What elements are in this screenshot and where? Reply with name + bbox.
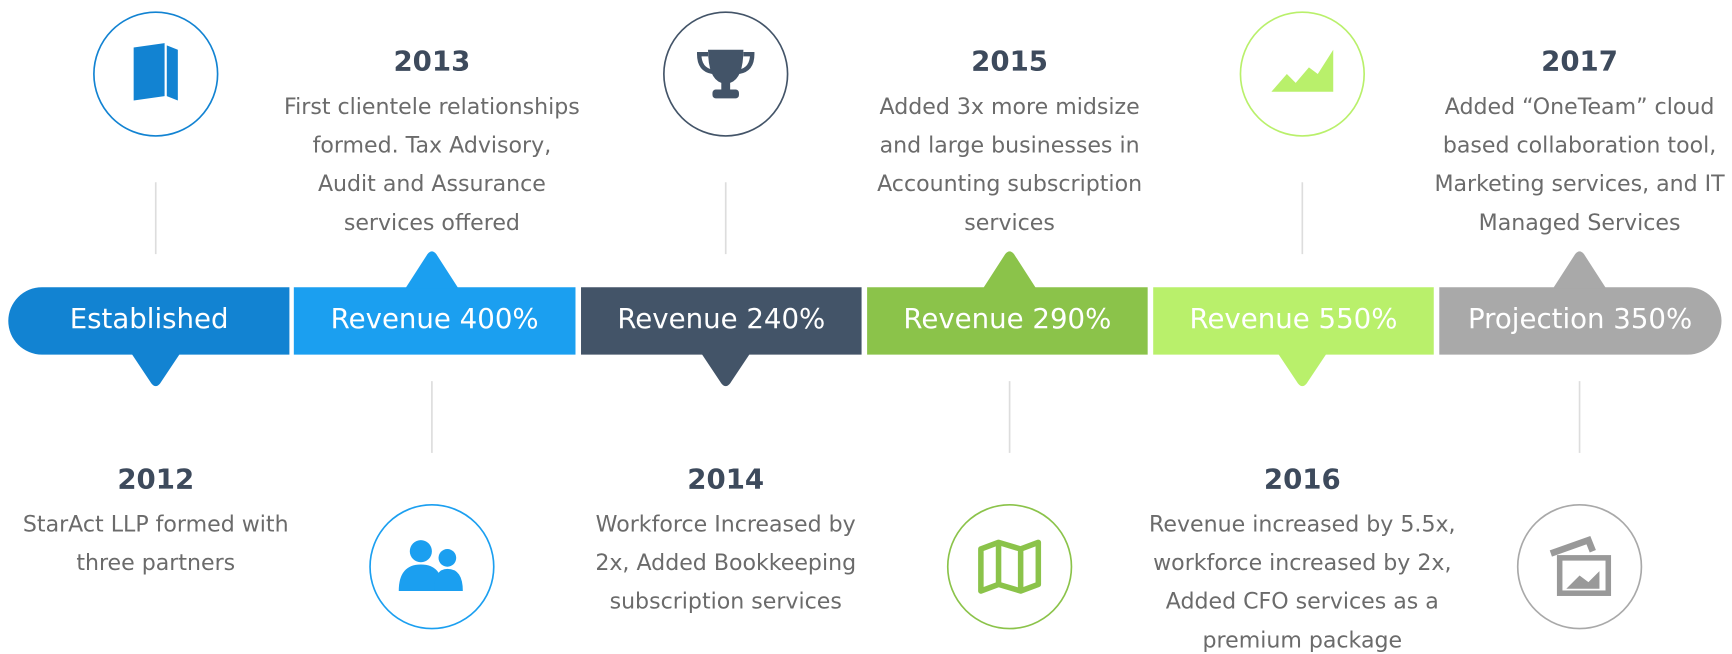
segment-label: Revenue 400% [331,302,539,335]
icon [133,43,165,101]
description-line: workforce increased by 2x, [1153,550,1451,576]
description-line: First clientele relationships [284,94,580,120]
description-line: premium package [1203,627,1403,653]
timeline-segment [293,287,576,355]
icon [712,89,739,99]
description-line: Accounting subscription [877,171,1142,197]
pointer [1553,251,1607,289]
icon [1271,49,1334,92]
icon-circle [1516,504,1643,630]
description-line: Added “OneTeam” cloud [1445,94,1715,120]
icon [708,49,744,92]
icon [434,568,463,591]
year: 2012 [117,462,194,495]
segment-label: Revenue 290% [903,302,1111,335]
icon [696,51,755,75]
pointer [1278,353,1327,387]
icon-circle [946,504,1073,630]
timeline-segment [581,287,862,355]
year: 2017 [1541,45,1618,78]
description-line: Workforce Increased by [596,511,856,537]
pointer [983,251,1037,289]
description-line: 2x, Added Bookkeeping [595,550,856,576]
segment-label: Projection 350% [1468,302,1692,335]
description-line: Marketing services, and IT [1434,171,1725,197]
description-line: formed. Tax Advisory, [313,132,552,158]
description-line: Managed Services [1479,210,1681,236]
description-line: Added 3x more midsize [880,94,1140,120]
segment-label: Revenue 240% [617,302,825,335]
description-line: services offered [344,210,520,236]
pointer [405,251,459,289]
icon [409,540,432,563]
icon [166,45,178,101]
icon [398,564,443,591]
description-line: Revenue increased by 5.5x, [1149,511,1456,537]
icon [1566,571,1600,589]
description-line: subscription services [610,589,842,615]
description-line: StarAct LLP formed with [23,511,289,537]
segment-label: Established [70,302,229,335]
year: 2015 [971,45,1048,78]
timeline-segment [867,287,1148,355]
description-line: services [964,210,1055,236]
year: 2013 [393,45,470,78]
icon [1549,536,1596,557]
icon-circle [1239,11,1365,137]
description-line: Audit and Assurance [318,171,546,197]
segment-label: Revenue 550% [1190,302,1398,335]
icon [438,549,457,567]
year: 2014 [687,462,764,495]
icon [978,539,1042,594]
timeline-segment [1439,287,1722,355]
description-line: three partners [76,550,235,576]
description-line: Added CFO services as a [1166,589,1439,615]
year: 2016 [1264,462,1341,495]
timeline-segment [8,287,290,355]
timeline-segment [1153,287,1434,355]
description-line: and large businesses in [880,132,1140,158]
icon-circle [369,504,495,630]
description-line: based collaboration tool, [1443,132,1716,158]
pointer [131,353,181,387]
pointer [701,353,751,387]
icon [1556,555,1612,596]
